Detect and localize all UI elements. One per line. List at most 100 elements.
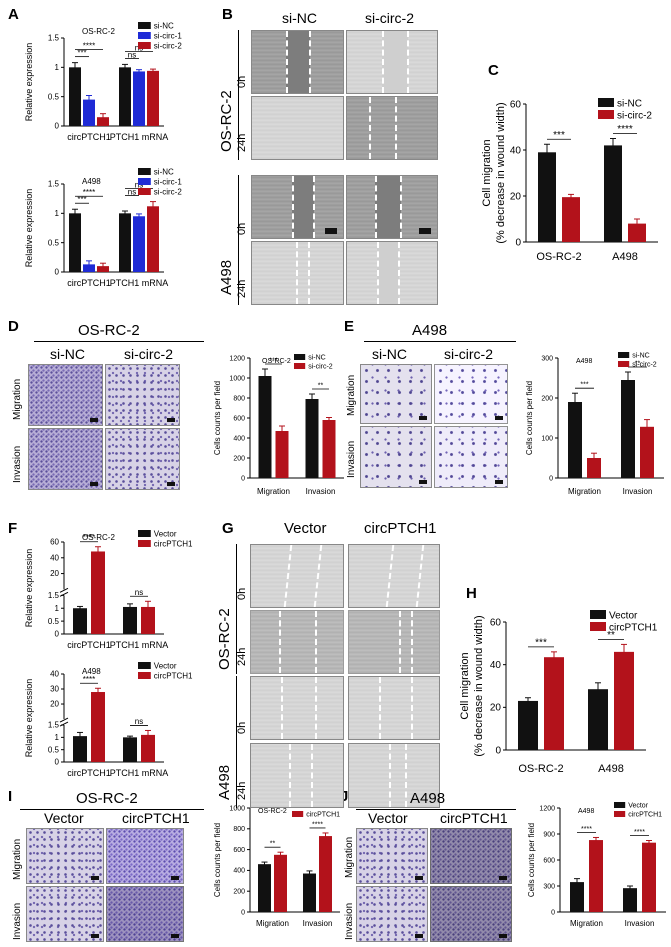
y-tick-label: 1.5 [48,591,60,600]
legend-label: si-circ-1 [154,32,183,41]
significance-label: **** [634,829,645,836]
legend-label: si-NC [308,355,326,362]
e-img-sicirc2-migration [434,364,508,424]
y-tick-label: 1000 [229,805,245,812]
i-col-vector: Vector [44,810,84,826]
j-img-circptch1-migration [430,828,512,884]
bar [274,854,287,912]
g-row-24h-2: 24h [236,781,248,800]
e-header-a498: A498 [412,322,448,339]
legend-swatch [618,352,630,358]
y-tick-label: 0 [55,758,60,767]
panel-label-j: J [340,788,349,805]
b-img-osrc2-sinc-24h [251,96,344,160]
x-category-label: Invasion [625,919,655,928]
chart-c-wound-healing: 0 20 40 60 Cell migration (% decrease in woun… [481,98,658,263]
bar [119,213,131,272]
y-axis-label: Cell migration [459,652,471,719]
y-axis-label: Cells counts per field [213,381,222,455]
y-tick-label: 100 [541,435,553,442]
bar [588,689,608,750]
legend-swatch [614,802,626,808]
bar [642,842,656,912]
y-tick-label: 400 [233,868,245,875]
y-tick-label: 60 [510,99,522,110]
significance-label: ns [135,181,143,190]
panel-label-f: F [8,520,18,537]
i-img-vector-invasion [26,886,104,942]
bar [69,213,81,272]
y-tick-label: 1.5 [48,34,60,43]
b-row-24h-1: 24h [236,133,248,152]
significance-label: **** [617,124,633,135]
g-row-0h-1: 0h [236,587,248,600]
bar [623,888,637,912]
b-img-osrc2-sicirc2-0h [346,30,438,94]
legend-swatch [598,98,614,107]
legend-label: circPTCH1 [609,623,658,634]
x-category-label: Migration [256,919,289,928]
bar [628,223,646,242]
significance-label: *** [553,130,565,141]
y-axis-label: Relative expression [24,549,34,628]
panel-label-b: B [222,6,233,23]
x-category-label: PTCH1 mRNA [110,640,169,650]
x-category-label: OS-RC-2 [536,251,581,263]
j-col-circptch1: circPTCH1 [440,810,508,826]
y-tick-label: 40 [50,670,59,679]
significance-label: *** [535,637,547,648]
d-row-migration: Migration [12,378,23,420]
bar [119,67,131,126]
bar [73,736,87,762]
bar [147,70,159,126]
legend-label: circPTCH1 [306,812,340,819]
y-tick-label: 200 [233,889,245,896]
chart-i-transwell-osrc2: 0 200 400 600 800 1000 Cells counts per field O… [213,802,340,928]
d-img-sicirc2-invasion [105,428,180,490]
y-tick-label: 20 [490,703,502,714]
y-tick-label: 1000 [229,375,245,382]
significance-label: ** [318,383,324,390]
bar [147,206,159,272]
y-tick-label: 200 [233,455,245,462]
legend-swatch [138,188,151,195]
g-img-a498-vector-24h [250,743,344,808]
chart-title: A498 [576,358,592,365]
y-tick-label: 1200 [539,805,555,812]
legend-swatch [138,22,151,29]
y-tick-label: 0 [55,630,60,639]
i-row-migration: Migration [12,838,23,880]
e-row-invasion: Invasion [346,440,357,478]
y-tick-label: 30 [50,685,59,694]
y-tick-label: 60 [50,538,59,547]
y-axis-label: Cell migration [481,139,493,206]
y-tick-label: 0.5 [48,92,60,101]
bar [587,458,601,478]
g-divider-2 [236,676,237,808]
g-row-osrc2: OS-RC-2 [216,608,233,670]
bar [621,380,635,478]
g-img-osrc2-vector-24h [250,610,344,674]
legend-label: si-NC [154,22,174,31]
bar [604,145,622,242]
bar [91,551,105,634]
significance-label: ** [607,630,615,641]
significance-label: ** [635,361,641,368]
legend-label: Vector [154,530,177,539]
g-img-a498-circptch1-0h [348,676,440,740]
significance-label: **** [83,188,95,197]
bar [518,700,538,750]
g-col-vector: Vector [284,520,327,537]
y-tick-label: 800 [233,395,245,402]
d-img-sinc-migration [28,364,103,426]
y-tick-label: 0 [55,122,60,131]
chart-a-osrc2: 0 0.5 1 1.5 Relative expression OS-RC-2 circPT… [24,22,183,143]
y-tick-label: 0 [55,268,60,277]
y-axis-label: Relative expression [24,189,34,268]
y-tick-label: 0.5 [48,617,60,626]
y-tick-label: 600 [543,857,555,864]
y-axis-label: Cells counts per field [527,823,536,897]
bar [123,606,137,634]
g-img-osrc2-circptch1-0h [348,544,440,608]
legend-swatch [614,811,626,817]
